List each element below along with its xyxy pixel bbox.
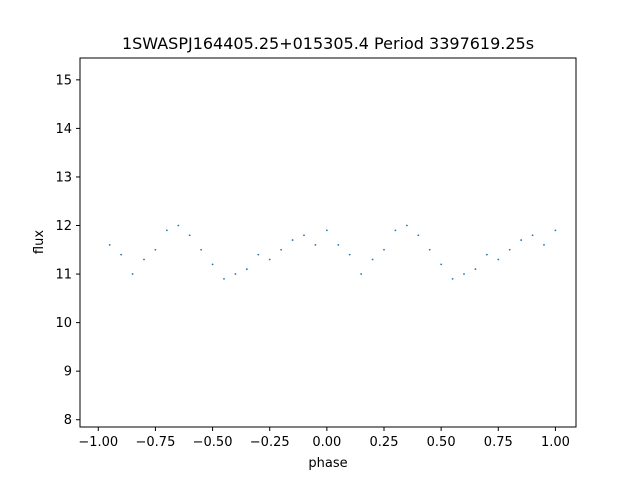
data-point	[554, 229, 557, 232]
y-tick-label: 8	[64, 413, 72, 428]
data-point	[485, 253, 488, 256]
plot-area	[80, 58, 576, 427]
x-tick-label: −0.25	[250, 435, 290, 450]
data-point	[257, 253, 260, 256]
x-tick-label: 0.00	[312, 435, 341, 450]
data-point	[440, 263, 443, 266]
data-point	[520, 239, 523, 241]
data-point	[428, 248, 431, 251]
data-point	[154, 248, 157, 251]
y-tick-label: 13	[55, 170, 72, 185]
x-tick-label: −1.00	[78, 435, 118, 450]
x-tick-label: 0.50	[427, 435, 456, 450]
data-point	[360, 273, 363, 275]
x-tick-label: −0.50	[193, 435, 233, 450]
data-point	[405, 224, 408, 227]
data-point	[303, 234, 305, 237]
data-point	[120, 253, 123, 256]
data-point	[188, 234, 191, 237]
chart-title: 1SWASPJ164405.25+015305.4 Period 3397619…	[122, 34, 534, 53]
data-point	[177, 224, 180, 227]
data-point	[508, 248, 511, 251]
x-tick-label: 0.75	[484, 435, 513, 450]
y-tick-label: 10	[55, 316, 72, 331]
data-point	[383, 248, 385, 251]
x-tick-label: 1.00	[541, 435, 570, 450]
data-point	[245, 268, 248, 271]
data-point	[165, 229, 168, 232]
x-axis: −1.00 −0.75 −0.50 −0.25 0.00 0.25 0.50 0.75 1.00	[78, 427, 570, 450]
data-point	[337, 244, 340, 246]
y-tick-label: 12	[55, 219, 72, 234]
data-point	[268, 258, 271, 261]
data-point	[314, 244, 317, 246]
data-point	[417, 234, 420, 237]
data-point	[325, 229, 328, 232]
data-point	[108, 244, 111, 246]
y-tick-label: 15	[55, 73, 72, 88]
y-tick-label: 14	[55, 122, 72, 137]
data-point	[474, 268, 477, 271]
y-tick-label: 9	[64, 365, 72, 380]
data-point	[543, 244, 545, 246]
x-axis-label: phase	[308, 456, 347, 471]
data-point	[200, 248, 203, 251]
data-point	[497, 258, 500, 261]
data-point	[531, 234, 534, 237]
data-point	[348, 253, 351, 256]
data-point	[280, 248, 283, 251]
x-tick-label: −0.75	[136, 435, 176, 450]
data-point	[234, 273, 237, 275]
data-point	[143, 258, 145, 261]
y-axis-label: flux	[32, 230, 47, 254]
data-point	[223, 278, 225, 280]
data-points	[108, 224, 557, 280]
y-axis: 8 9 10 11 12 13 14 15	[55, 73, 80, 428]
data-point	[394, 229, 397, 232]
data-point	[291, 239, 294, 241]
data-point	[211, 263, 214, 266]
data-point	[463, 273, 465, 275]
data-point	[451, 278, 454, 280]
y-tick-label: 11	[55, 268, 72, 283]
data-point	[371, 258, 374, 261]
data-point	[131, 273, 134, 275]
plot-frame	[79, 57, 577, 428]
x-tick-label: 0.25	[370, 435, 399, 450]
